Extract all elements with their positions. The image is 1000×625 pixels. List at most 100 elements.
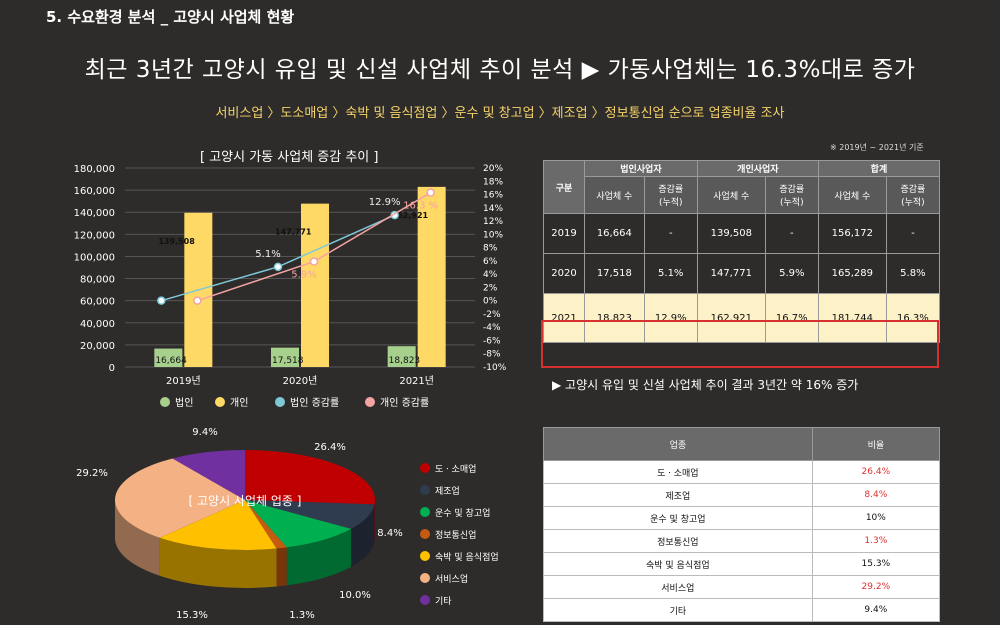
table-row: 제조업 8.4% [543,483,941,507]
table-row: 기타 9.4% [543,598,941,622]
y2-tick-label: 0% [483,297,498,307]
y-tick-label: 100,000 [74,252,115,263]
table-cell: 16,664 [584,213,645,254]
bar-corp-label: 16,664 [155,356,187,366]
legend-label: 개인 [230,397,248,409]
pie-slice [245,500,287,549]
industry-ratio-cell: 29.2% [811,575,941,599]
series-label-indiv_rate: 5.9% [291,270,316,281]
y-tick-label: 160,000 [74,186,115,197]
pie-slice-label: 1.3% [289,610,314,621]
table1-subheader: 사업체 수 [817,176,887,214]
table2-head-industry: 업종 [543,427,813,461]
pie-slice [172,450,245,500]
legend-label: 개인 증감률 [380,397,429,409]
y2-tick-label: 20% [483,164,503,174]
table1-subheader: 증감률 (누적) [643,176,698,214]
bar-chart-title: [ 고양시 가동 사업체 증감 추이 ] [200,150,379,165]
series-point-corp_rate [157,296,166,305]
table-cell: 2021 [543,293,585,343]
y-tick-label: 80,000 [80,275,115,286]
y2-tick-label: 4% [483,270,498,280]
table1-group-indiv: 개인사업자 [696,160,819,177]
section-title: 5. 수요환경 분석 _ 고양시 사업체 현황 [46,8,295,26]
y2-tick-label: 8% [483,244,498,254]
pie-slice [159,500,277,550]
pie-slice-label: 8.4% [377,528,402,539]
y-tick-label: 180,000 [74,164,115,175]
pie-slice-side [159,537,277,588]
table-cell: 147,771 [696,253,766,294]
table1-subheader: 증감률 (누적) [885,176,941,214]
bar-chart: 0 20,000 40,000 60,000 80,000 100,000 120,000 1… [74,164,507,409]
y2-tick-label: -4% [483,323,501,333]
pie-slice-side [276,547,287,587]
legend-marker [275,397,285,407]
headline: 최근 3년간 고양시 유입 및 신설 사업체 추이 분석 ▶ 가동사업체는 16… [84,57,916,83]
industry-name-cell: 기타 [543,598,813,622]
y2-tick-label: 16% [483,191,503,201]
pie-legend-label: 기타 [435,596,452,607]
industry-ratio-table: 업종 비율 도ㆍ소매업 26.4% 제조업 8.4% 운수 및 창고업 10% 정보통신업 1… [543,427,941,622]
industry-ratio-cell: 10% [811,506,941,530]
pie-slice-label: 9.4% [192,427,217,438]
table-cell: 18,823 [584,293,645,343]
legend-marker [365,397,375,407]
pie-legend-marker [420,485,430,495]
y2-tick-label: 18% [483,177,503,187]
subline: 서비스업 〉도소매업 〉숙박 및 음식점업 〉운수 및 창고업 〉제조업 〉정보… [215,106,785,121]
table-row: 정보통신업 1.3% [543,529,941,553]
pie-legend-marker [420,595,430,605]
y2-tick-label: 14% [483,204,503,214]
series-label-indiv_rate: 16.3 % [403,201,438,212]
pie-slice [245,450,375,505]
table1-group-total: 합계 [817,160,941,177]
pie-slice-side [374,500,375,543]
legend-label: 법인 증감률 [290,397,339,409]
bar-corp [271,347,299,367]
pie-slice-label: 10.0% [339,590,371,601]
series-point-indiv_rate [426,188,435,197]
x-tick-label: 2021년 [399,375,434,387]
series-label-corp_rate: 5.1% [255,249,280,260]
y2-tick-label: -6% [483,336,501,346]
bar-indiv-label: 162,921 [392,211,429,220]
table-cell: 5.8% [885,253,941,294]
pie-legend-label: 제조업 [435,486,460,497]
summary-text: ▶ 고양시 유입 및 신설 사업체 추이 결과 3년간 약 16% 증가 [552,378,859,392]
bar-corp-label: 18,823 [389,356,421,366]
table1-subheader: 사업체 수 [696,176,766,214]
table-cell: 156,172 [817,213,887,254]
table1-group-corp: 법인사업자 [584,160,698,177]
table-cell: - [764,213,819,254]
x-tick-label: 2019년 [166,375,201,387]
table-cell: 12.9% [643,293,698,343]
bar-corp [154,348,183,367]
bar-indiv-label: 147,771 [275,228,312,237]
pie-legend-marker [420,573,430,583]
industry-ratio-cell: 1.3% [811,529,941,553]
industry-ratio-cell: 15.3% [811,552,941,576]
table2-head-ratio: 비율 [811,427,941,461]
table-cell: 16.3% [885,293,941,343]
pie-slice [114,458,245,538]
industry-ratio-cell: 26.4% [811,460,941,484]
pie-slice [245,500,352,548]
table-cell: 5.9% [764,253,819,294]
x-tick-label: 2020년 [283,375,318,387]
industry-name-cell: 도ㆍ소매업 [543,460,813,484]
pie-legend-label: 운수 및 창고업 [435,507,490,519]
y2-tick-label: -10% [483,363,507,373]
y2-tick-label: 2% [483,283,498,293]
bar-indiv-label: 139,508 [158,237,195,246]
bar-indiv [417,186,446,367]
table-row: 서비스업 29.2% [543,575,941,599]
pie-legend-marker [420,551,430,561]
table1-subheader: 사업체 수 [584,176,645,214]
series-point-indiv_rate [193,296,202,305]
y-tick-label: 60,000 [80,297,115,308]
pie-slice-side [286,528,352,586]
industry-name-cell: 정보통신업 [543,529,813,553]
table-cell: 5.1% [643,253,698,294]
business-count-table: 구분 법인사업자 개인사업자 합계 사업체 수 증감률 (누적) 사업체 수 증감률 … [543,160,941,343]
